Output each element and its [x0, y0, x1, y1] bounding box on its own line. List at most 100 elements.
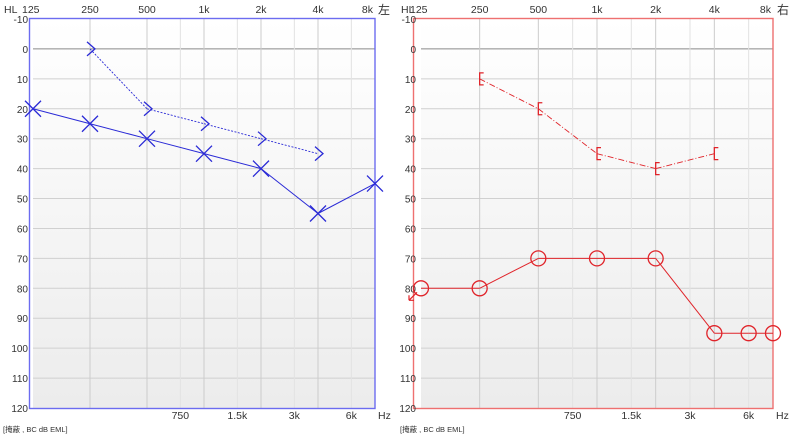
circle-marker	[740, 325, 757, 342]
chevron-marker	[257, 131, 267, 147]
grid	[33, 19, 375, 408]
y-tick-label: 30	[17, 135, 29, 146]
y-tick-label: 60	[405, 224, 417, 235]
bracket-marker	[596, 147, 601, 161]
chevron-marker	[143, 101, 153, 117]
bracket-marker	[655, 161, 660, 176]
y-tick-label: 60	[17, 224, 29, 235]
y-tick-label: 10	[405, 75, 417, 86]
y-tick-label: 70	[17, 254, 29, 265]
y-tick-label: 100	[399, 344, 416, 355]
bottom-tick-label: 1.5k	[621, 410, 642, 422]
chevron-marker	[86, 41, 96, 57]
series-line-segment	[317, 183, 376, 214]
series-cross	[24, 100, 384, 222]
y-tick-label: 50	[405, 195, 417, 206]
series-line-segment	[655, 153, 715, 170]
y-tick-label: 40	[17, 165, 29, 176]
left-ear-chart: HL 125 250 500 1k 2k 4k 8k 左 -10 0 10 20 30 40 50 60 70 80…	[3, 2, 391, 434]
grid	[421, 19, 773, 408]
hl-axis-label: HL	[401, 4, 415, 16]
hz-axis-label: Hz	[776, 410, 789, 422]
ear-label: 左	[378, 2, 390, 17]
y-tick-label: -10	[14, 15, 29, 26]
circle-marker	[588, 250, 606, 267]
y-tick-label: 40	[405, 165, 417, 176]
top-tick-label: 4k	[312, 4, 324, 16]
top-tick-label: 8k	[362, 4, 374, 16]
top-tick-label: 250	[81, 4, 99, 16]
cross-marker	[81, 115, 99, 133]
series-circle	[412, 250, 782, 342]
y-tick-label: -10	[402, 15, 417, 26]
y-tick-label: 0	[410, 45, 416, 56]
chevron-marker	[314, 146, 324, 162]
bottom-tick-label: 3k	[684, 410, 696, 422]
y-tick-label: 10	[17, 75, 29, 86]
bottom-tick-label: 6k	[346, 410, 358, 422]
top-tick-label: 125	[22, 4, 40, 16]
y-tick-label: 120	[399, 404, 416, 415]
top-tick-label: 250	[471, 4, 489, 16]
bottom-tick-label: 750	[564, 410, 582, 422]
series-line-segment	[655, 258, 715, 334]
chevron-marker	[200, 116, 210, 132]
series-line-segment	[260, 168, 319, 214]
y-tick-label: 0	[22, 45, 28, 56]
cross-marker	[195, 145, 213, 163]
cross-marker	[252, 160, 270, 178]
y-tick-label: 70	[405, 254, 417, 265]
top-tick-label: 500	[138, 4, 156, 16]
bracket-marker	[479, 72, 484, 86]
circle-marker	[530, 250, 547, 267]
circle-marker	[706, 325, 723, 342]
y-tick-label: 100	[11, 344, 28, 355]
y-tick-label: 80	[405, 284, 417, 295]
y-tick-label: 80	[17, 284, 29, 295]
y-tick-label: 20	[405, 105, 417, 116]
top-tick-label: 1k	[198, 4, 210, 16]
hl-axis-label: HL	[4, 4, 18, 16]
top-tick-label: 4k	[709, 4, 721, 16]
y-tick-label: 90	[405, 314, 417, 325]
hz-axis-label: Hz	[378, 410, 391, 422]
series-bracket-left	[479, 72, 719, 176]
circle-marker	[764, 325, 782, 342]
y-tick-label: 110	[12, 374, 28, 385]
cross-marker	[138, 130, 156, 148]
series-line-segment	[479, 257, 539, 289]
y-tick-label: 30	[405, 135, 417, 146]
ear-label: 右	[777, 2, 789, 17]
top-tick-label: 500	[530, 4, 548, 16]
series-line-segment	[146, 138, 205, 155]
series-line-segment	[89, 123, 148, 140]
series-line-segment	[260, 138, 319, 155]
cross-marker	[24, 100, 42, 118]
y-tick-label: 120	[11, 404, 28, 415]
no-response-arrow	[408, 291, 418, 301]
bracket-marker	[713, 147, 719, 161]
bracket-marker	[537, 102, 543, 116]
series-chevron-right	[86, 41, 324, 162]
top-tick-label: 1k	[591, 4, 603, 16]
top-tick-label: 8k	[760, 4, 772, 16]
footer-note: [掩蔽 , BC dB EML]	[3, 424, 68, 434]
y-tick-label: 110	[400, 374, 416, 385]
top-tick-label: 125	[410, 4, 428, 16]
cross-marker	[309, 205, 327, 222]
top-tick-label: 2k	[255, 4, 267, 16]
y-tick-label: 20	[17, 105, 29, 116]
top-tick-label: 2k	[650, 4, 662, 16]
bottom-tick-label: 6k	[743, 410, 755, 422]
y-tick-label: 50	[17, 195, 29, 206]
series-line-segment	[32, 108, 91, 125]
bottom-tick-label: 3k	[289, 410, 301, 422]
series-line-segment	[146, 108, 205, 125]
circle-marker	[647, 250, 664, 267]
series-arrow-down-left	[408, 291, 418, 301]
plot-frame	[412, 17, 774, 410]
series-line-segment	[538, 108, 598, 155]
